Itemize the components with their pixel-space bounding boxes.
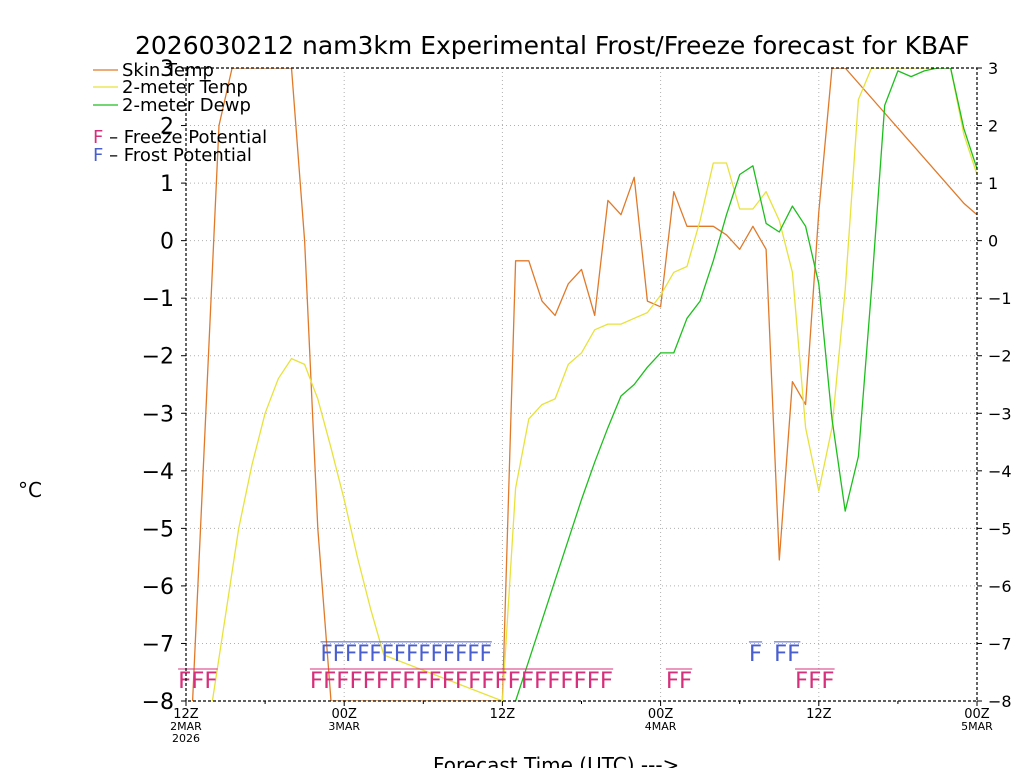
x-tick-label: 5MAR <box>961 720 993 733</box>
y-tick-label-left: 3 <box>160 57 174 82</box>
frost-freeze-markers: FFFFFFFFFFFFFF F FFFFF FFFFFFFFFFFFFFFFFFFF… <box>178 641 835 694</box>
y-tick-label-left: −7 <box>142 632 174 657</box>
freeze-marker-run: FFF <box>795 669 835 694</box>
plot-frame <box>185 67 978 702</box>
legend-dewp-label: 2-meter Dewp <box>122 95 251 116</box>
y-tick-label-left: −2 <box>142 345 174 370</box>
y-tick-label-right: −5 <box>988 519 1012 538</box>
x-tick-label: 00Z <box>331 707 357 722</box>
x-axis-label: Forecast Time (UTC) ---> <box>433 753 679 768</box>
y-tick-label-left: −6 <box>142 575 174 600</box>
grid-lines <box>186 68 977 701</box>
y-tick-label-left: −5 <box>142 517 174 542</box>
x-tick-label: 4MAR <box>645 720 677 733</box>
x-tick-label: 2026 <box>172 732 200 745</box>
y-tick-label-right: −4 <box>988 462 1012 481</box>
y-tick-label-right: 3 <box>988 59 998 78</box>
legend-freeze-text: – Freeze Potential <box>103 127 267 148</box>
freeze-marker-run: FFF <box>178 669 218 694</box>
x-tick-label: 12Z <box>490 707 516 722</box>
y-tick-label-left: −1 <box>142 287 174 312</box>
series-lines <box>191 68 977 701</box>
x-tick-label: 00Z <box>648 707 674 722</box>
legend-freeze-letter: F <box>93 127 103 148</box>
y-tick-label-left: 1 <box>160 172 174 197</box>
y-tick-label-right: 2 <box>988 117 998 136</box>
y-axis-label: °C <box>18 478 42 502</box>
x-tick-label: 3MAR <box>328 720 360 733</box>
y-tick-label-right: −1 <box>988 289 1012 308</box>
y-tick-label-right: −7 <box>988 634 1012 653</box>
series-line-skin-temp <box>191 68 977 701</box>
freeze-marker-run: FF <box>666 669 692 694</box>
y-tick-label-right: −6 <box>988 577 1012 596</box>
y-tick-label-left: −3 <box>142 402 174 427</box>
x-tick-label: 00Z <box>964 707 990 722</box>
frost-marker-run: F <box>749 642 762 667</box>
series-line-2-meter-dewp <box>514 68 977 701</box>
legend-frost-text: – Frost Potential <box>103 145 252 166</box>
y-tick-label-right: −8 <box>988 692 1012 711</box>
y-tick-label-right: 1 <box>988 174 998 193</box>
x-tick-label: 12Z <box>806 707 832 722</box>
series-line-2-meter-temp <box>211 68 977 701</box>
frost-marker-run: FF <box>774 642 800 667</box>
legend: Skin Temp 2-meter Temp 2-meter Dewp F – … <box>93 60 267 166</box>
y-tick-label-right: 0 <box>988 232 998 251</box>
y-tick-label-right: −3 <box>988 404 1012 423</box>
legend-frost: F – Frost Potential <box>93 145 252 166</box>
chart-title: 2026030212 nam3km Experimental Frost/Fre… <box>135 31 970 60</box>
y-tick-label-left: −8 <box>142 690 174 715</box>
x-tick-label: 2MAR <box>170 720 202 733</box>
frost-marker-run: FFFFFFFFFFFFFF <box>320 642 491 667</box>
axes: 3 3 2 2 1 1 0 0 −1 −1 −2 −2 −3 −3 −4 −4 −5 −5 −6 −6 −7 −7 −8 −8… <box>142 57 1012 745</box>
y-tick-label-right: −2 <box>988 347 1012 366</box>
legend-freeze: F – Freeze Potential <box>93 127 267 148</box>
legend-temp-label: 2-meter Temp <box>122 77 248 98</box>
y-tick-label-left: −4 <box>142 460 174 485</box>
y-tick-label-left: 2 <box>160 115 174 140</box>
x-tick-label: 12Z <box>173 707 199 722</box>
freeze-marker-run: FFFFFFFFFFFFFFFFFFFFFFF <box>310 669 613 694</box>
y-tick-label-left: 0 <box>160 230 174 255</box>
legend-skin-label: Skin Temp <box>122 60 214 81</box>
legend-frost-letter: F <box>93 145 103 166</box>
